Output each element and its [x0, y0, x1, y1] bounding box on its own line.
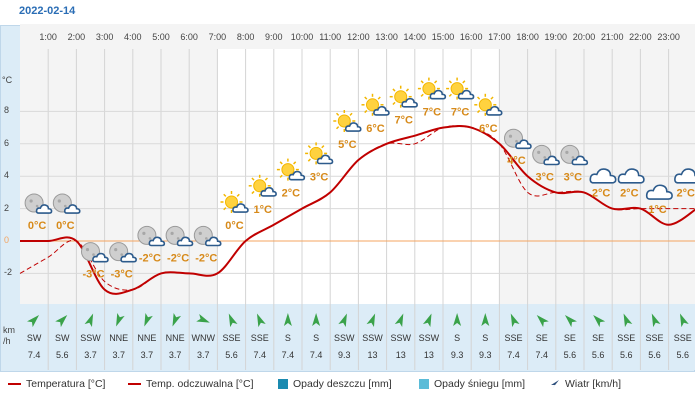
- hour-label: 14:00: [403, 32, 427, 42]
- legend-snow-label: Opady śniegu [mm]: [434, 378, 526, 390]
- hour-label: 8:00: [236, 32, 255, 42]
- wind-unit-label: km /h: [3, 325, 15, 347]
- wind-row: [20, 304, 695, 370]
- hour-label: 6:00: [180, 32, 198, 42]
- legend-rain-label: Opady deszczu [mm]: [293, 378, 392, 390]
- hour-label: 4:00: [124, 32, 142, 42]
- legend-rain-swatch: [278, 379, 288, 389]
- temperature-chart-area: [20, 24, 695, 304]
- hour-label: 18:00: [516, 32, 539, 42]
- y-tick-label: -2: [4, 267, 13, 278]
- hour-label: 2:00: [67, 32, 86, 42]
- legend-snow[interactable]: Opady śniegu [mm]: [419, 378, 525, 390]
- hour-label: 22:00: [629, 32, 652, 42]
- legend-snow-swatch: [419, 379, 429, 389]
- legend-temperature[interactable]: Temperatura [°C]: [8, 378, 105, 390]
- wind-unit-line2: /h: [3, 336, 11, 346]
- hour-label: 12:00: [347, 32, 370, 42]
- hour-label: 5:00: [152, 32, 170, 42]
- hour-label: 13:00: [375, 32, 398, 42]
- hour-label: 17:00: [488, 32, 511, 42]
- y-tick-label: 6: [4, 137, 10, 148]
- temperature-unit-label: °C: [2, 75, 13, 85]
- hour-label: 15:00: [431, 32, 455, 42]
- legend-feels-like-swatch: [128, 383, 141, 385]
- hour-label: 16:00: [459, 32, 483, 42]
- hour-label: 1:00: [39, 32, 57, 42]
- legend-feels-like[interactable]: Temp. odczuwalna [°C]: [128, 378, 254, 390]
- legend-rain[interactable]: Opady deszczu [mm]: [278, 378, 392, 390]
- legend-wind-label: Wiatr [km/h]: [565, 378, 622, 390]
- hour-label: 10:00: [290, 32, 314, 42]
- legend-temperature-swatch: [8, 383, 21, 385]
- hour-label: 21:00: [600, 32, 624, 42]
- legend-feels-like-label: Temp. odczuwalna [°C]: [146, 378, 254, 390]
- hour-label: 11:00: [319, 32, 342, 42]
- chart-legend: Temperatura [°C] Temp. odczuwalna [°C] O…: [0, 374, 695, 396]
- y-tick-label: 2: [4, 202, 10, 213]
- legend-temperature-label: Temperatura [°C]: [26, 378, 106, 390]
- wind-unit-line1: km: [3, 325, 15, 335]
- y-tick-label: 8: [4, 105, 10, 116]
- hour-label: 3:00: [95, 32, 114, 42]
- hour-label: 23:00: [657, 32, 680, 42]
- hour-label: 20:00: [572, 32, 596, 42]
- forecast-date: 2022-02-14: [19, 5, 76, 17]
- hour-label: 7:00: [208, 32, 227, 42]
- legend-wind-arrow-icon: [551, 379, 559, 389]
- hour-label: 9:00: [265, 32, 283, 42]
- legend-wind[interactable]: Wiatr [km/h]: [550, 378, 621, 390]
- y-tick-label: 0: [4, 235, 10, 245]
- hour-label: 19:00: [544, 32, 568, 42]
- y-tick-label: 4: [4, 170, 10, 181]
